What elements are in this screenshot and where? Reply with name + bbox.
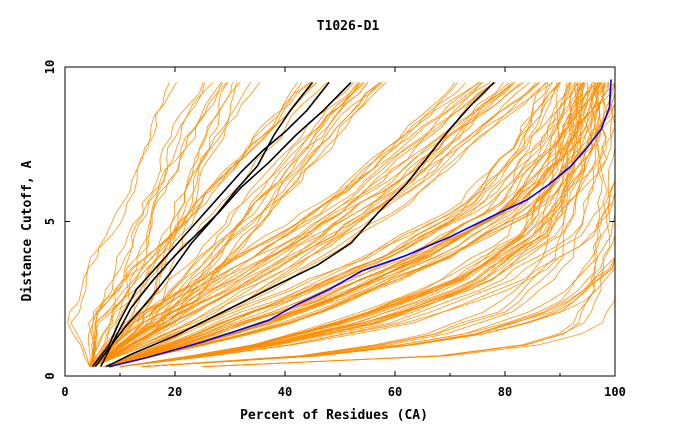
y-axis-label: Distance Cutoff, A (20, 160, 35, 301)
model-curve (92, 82, 479, 367)
highlight-curve-black (100, 81, 352, 368)
model-curve (141, 82, 595, 368)
highlight-curve-black (94, 81, 314, 368)
plot-lines (67, 79, 616, 368)
model-curve (92, 82, 303, 367)
model-curve (70, 82, 178, 367)
x-tick-label: 20 (168, 385, 182, 399)
model-curve (141, 82, 584, 368)
model-curve (119, 82, 579, 368)
model-curve (119, 82, 600, 368)
model-curve (92, 82, 516, 368)
model-curve (88, 82, 311, 367)
model-curve (103, 82, 593, 368)
model-curve (89, 82, 229, 367)
model-curve (92, 82, 537, 368)
model-curve (202, 82, 616, 368)
model-curve (92, 82, 355, 367)
model-curve (119, 82, 583, 368)
model-curve (89, 82, 223, 367)
x-tick-label: 60 (388, 385, 402, 399)
model-curve (89, 82, 228, 367)
model-curve (88, 82, 204, 367)
model-curve (103, 82, 558, 368)
model-curve (119, 82, 606, 368)
y-tick-label: 10 (43, 60, 57, 74)
model-curve (141, 82, 594, 368)
model-curve (89, 82, 241, 368)
model-curve (119, 82, 580, 368)
model-curve (119, 82, 568, 368)
chart-title: T1026-D1 (317, 19, 380, 34)
model-curve (103, 82, 585, 368)
model-curve (92, 82, 504, 368)
model-curve (92, 82, 361, 368)
model-curve (119, 82, 605, 368)
y-axis: 0 5 10 (43, 60, 615, 380)
model-curve (92, 82, 497, 368)
model-curve (89, 82, 222, 367)
model-curve (202, 82, 603, 368)
model-curve (103, 82, 616, 368)
model-curve (119, 82, 601, 368)
model-curve (67, 82, 170, 367)
model-curve (119, 82, 616, 368)
x-tick-label: 40 (278, 385, 292, 399)
y-tick-label: 0 (43, 372, 57, 379)
x-tick-label: 80 (498, 385, 512, 399)
model-curve (89, 82, 214, 367)
x-axis-label: Percent of Residues (CA) (240, 408, 428, 423)
y-tick-label: 5 (43, 218, 57, 225)
highlight-curve-blue (108, 79, 612, 368)
model-curve (91, 82, 298, 367)
x-axis: 0 20 40 60 80 100 (61, 67, 626, 399)
model-curve (92, 82, 365, 368)
model-curve (103, 82, 594, 368)
x-tick-label: 0 (61, 385, 68, 399)
model-curve (92, 82, 513, 368)
model-curve (92, 82, 382, 368)
model-curve (92, 82, 491, 368)
model-curve (119, 82, 572, 368)
highlight-curve-black (91, 81, 330, 368)
model-curve (92, 82, 495, 368)
model-curve (119, 82, 584, 368)
model-curve (103, 82, 584, 368)
model-curve (92, 82, 328, 367)
model-curve (103, 82, 549, 368)
model-curve (92, 82, 459, 367)
model-curve (103, 82, 561, 368)
model-curve (92, 82, 363, 368)
model-curve (92, 82, 525, 368)
model-curve (141, 82, 607, 368)
highlight-curve-black (105, 81, 495, 368)
x-tick-label: 100 (604, 385, 626, 399)
model-curve (119, 82, 584, 368)
